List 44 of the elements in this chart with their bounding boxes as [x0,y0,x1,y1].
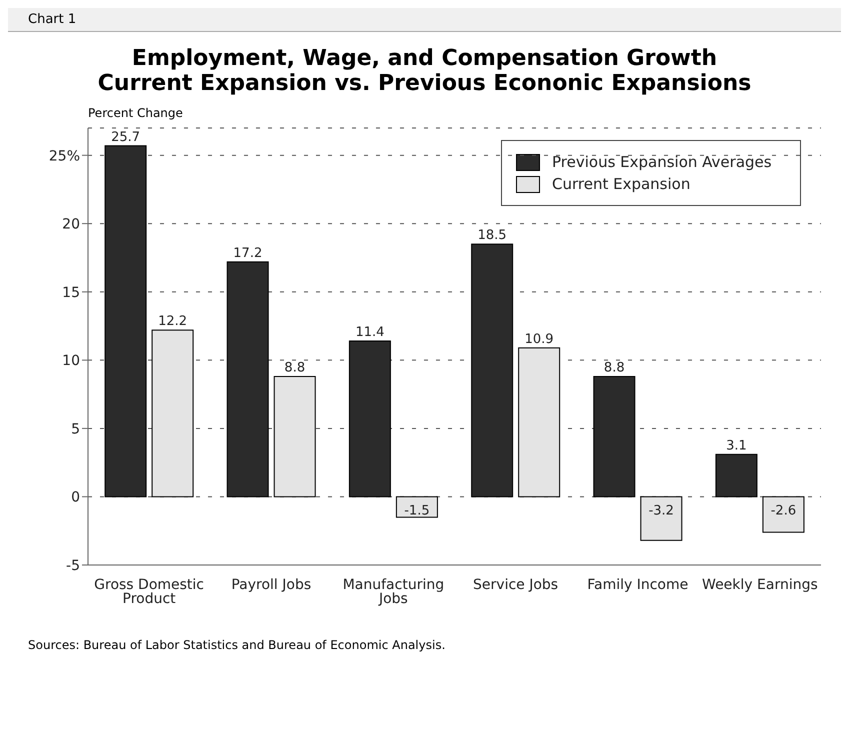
bar [348,340,391,498]
bar [640,496,682,541]
bar [104,145,147,498]
data-label: -3.2 [648,504,674,519]
data-label: 25.7 [111,130,140,145]
y-tick-label: 10 [62,353,80,370]
data-label: 3.1 [726,438,747,454]
y-tick-label: 25% [48,148,80,164]
x-tick-label: Weekly Earnings [702,576,818,593]
y-axis-title: Percent Change [88,106,184,120]
y-tick-label: 5 [71,421,80,438]
data-label: 8.8 [284,360,306,376]
bar [518,347,560,498]
y-tick-label: 15 [62,284,80,301]
bar [593,376,636,498]
data-label: 18.5 [478,228,507,244]
bar [274,376,316,498]
bar [396,496,438,518]
legend-label: Previous Expansion Averages [552,153,772,171]
bar [471,244,514,498]
data-label: -2.6 [770,504,796,519]
data-label: 8.8 [604,360,625,376]
data-label: 12.2 [158,314,188,330]
data-label: 10.9 [524,332,554,347]
caption: Chart 1 [8,8,841,32]
bar [152,330,194,498]
legend-label: Current Expansion [552,175,690,193]
chart-title: Employment, Wage, and Compensation Growth [130,46,718,71]
x-tick-label: Manufacturing Jobs [342,576,444,607]
chart-subtitle: Current Expansion vs. Previous Econonic Expansions [96,71,752,96]
data-label: 17.2 [233,246,262,261]
y-tick-label: -5 [66,558,80,574]
y-tick-label: 0 [71,490,80,506]
data-label: 11.4 [355,325,384,340]
y-tick-label: 20 [62,216,80,233]
x-tick-label: Payroll Jobs [231,576,312,593]
bar [762,496,804,533]
x-tick-label: Family Income [587,576,688,593]
x-tick-label: Service Jobs [473,576,558,593]
source-note: Sources: Bureau of Labor Statistics and Bureau of Economic Analysis. [28,638,446,652]
x-tick-label: Gross Domestic Product [94,576,204,607]
data-label: -1.5 [404,504,430,519]
bar [226,261,269,498]
bar [715,454,758,498]
